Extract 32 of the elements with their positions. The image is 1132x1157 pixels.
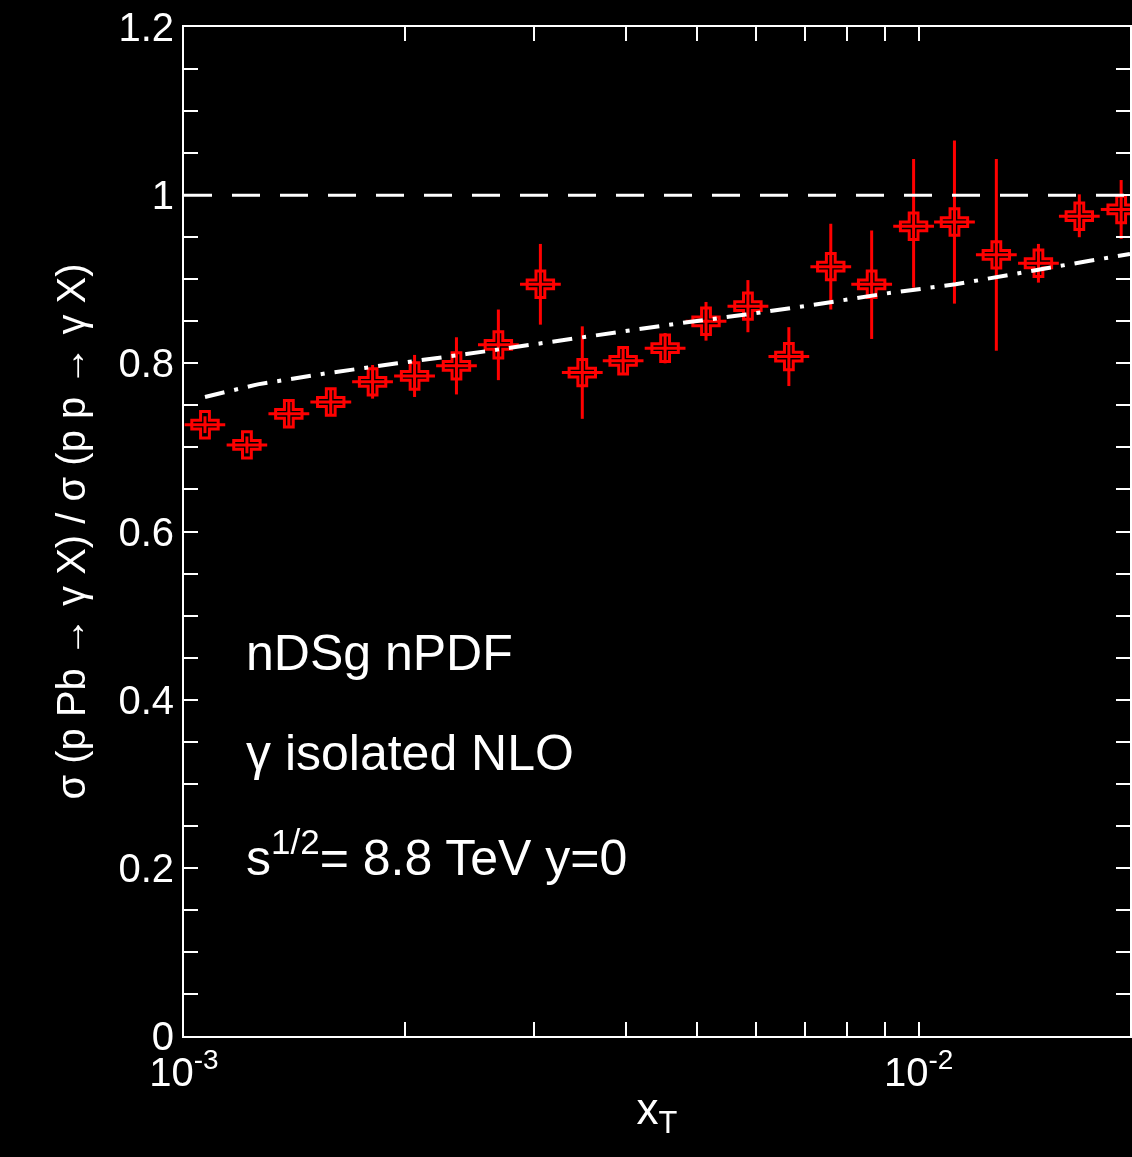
point [483, 330, 514, 360]
point [816, 251, 846, 282]
x-tick-label: 10$^{-2}$ [883, 1044, 954, 1094]
point [981, 240, 1012, 270]
point [357, 367, 388, 397]
y-axis-title: σ (p Pb → γ X) / σ (p p → γ X) [49, 263, 94, 800]
y-tick-label: 0.4 [118, 677, 174, 722]
point [441, 351, 472, 381]
point [190, 410, 220, 440]
annotation: nDSg nPDF [246, 625, 513, 681]
y-tick-label: 0.6 [118, 509, 174, 554]
annotation: s$^{1/2}$= 8.8 TeV y=0 [246, 822, 628, 886]
point [316, 387, 346, 417]
point [774, 341, 804, 372]
point [274, 399, 304, 429]
point [1064, 201, 1095, 231]
point [939, 207, 970, 237]
point [567, 357, 597, 388]
annotation: γ isolated NLO [246, 725, 574, 781]
y-tick-label: 0.8 [118, 341, 174, 386]
point [898, 211, 929, 241]
point [525, 269, 556, 299]
point [650, 333, 680, 363]
point [691, 306, 721, 336]
y-tick-label: 1 [151, 173, 174, 218]
point [608, 346, 638, 376]
point [399, 361, 430, 391]
point [733, 291, 763, 321]
point [232, 430, 262, 460]
y-tick-label: 0.2 [118, 845, 174, 890]
x-axis-title: x$_{T}$ [636, 1083, 678, 1141]
y-tick-label: 1.2 [118, 5, 174, 49]
